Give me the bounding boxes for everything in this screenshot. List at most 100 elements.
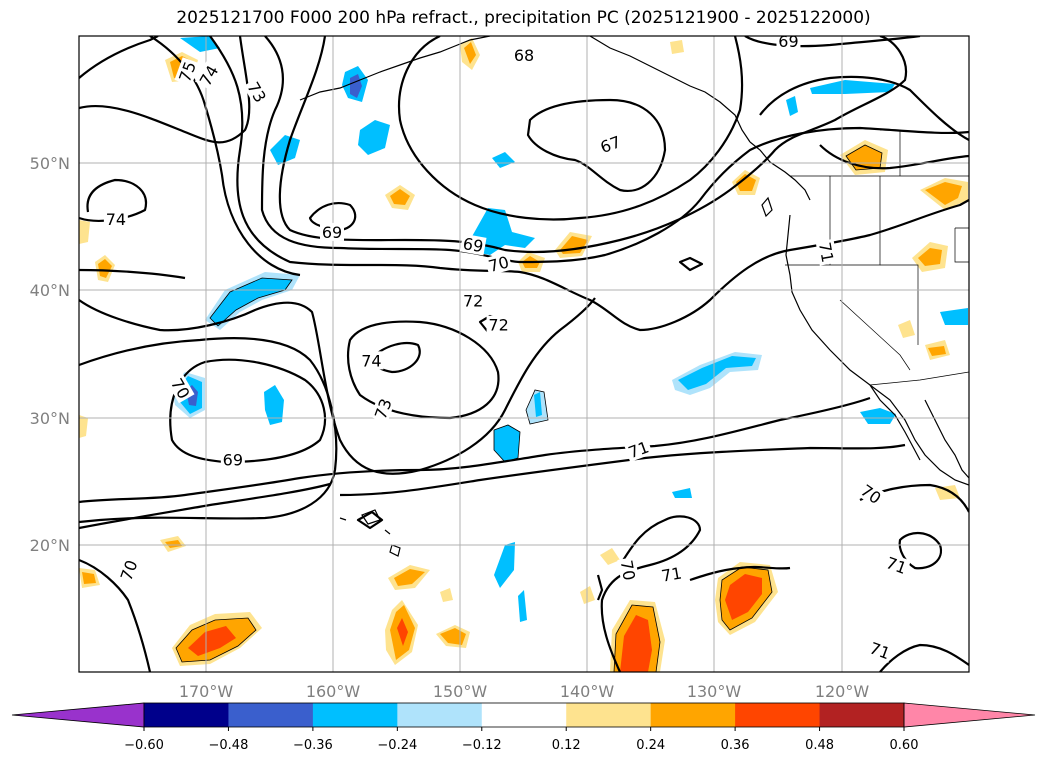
contour-label: 70 xyxy=(486,252,511,276)
contour-label-background xyxy=(370,394,396,424)
colorbar-segment xyxy=(481,703,567,727)
precip-region xyxy=(440,588,453,602)
map-frame xyxy=(78,35,970,673)
lat-tick-label: 40°N xyxy=(30,281,70,300)
chart-title: 2025121700 F000 200 hPa refract., precip… xyxy=(176,8,871,28)
precip-region xyxy=(494,542,515,588)
colorbar-tick-label: −0.36 xyxy=(293,738,333,753)
contour-line xyxy=(339,443,906,497)
vancouver-island xyxy=(761,196,773,218)
contour-line xyxy=(356,510,384,530)
precip-region xyxy=(188,626,236,656)
colorbar-tick-label: 0.36 xyxy=(721,738,750,753)
colorbar-tick-label: −0.48 xyxy=(209,738,249,753)
contour-line xyxy=(819,144,969,170)
precip-region xyxy=(918,248,942,266)
precip-region xyxy=(898,320,915,338)
contour-label-background xyxy=(459,233,487,256)
precip-region xyxy=(810,80,895,94)
colorbar-ticks: −0.60 −0.48 −0.36 −0.24 −0.12 0.12 0.24 0.36 0.4… xyxy=(124,727,918,753)
contour-line xyxy=(898,532,943,570)
border-state xyxy=(954,227,969,263)
contour-line xyxy=(79,268,186,280)
lat-tick-label: 20°N xyxy=(30,536,70,555)
contour-line xyxy=(398,36,744,221)
precip-region xyxy=(928,346,946,356)
contour-label: 69 xyxy=(778,32,798,51)
contour-line xyxy=(278,36,908,254)
contour-line xyxy=(526,98,667,193)
border-us-mexico xyxy=(869,371,969,386)
border-state xyxy=(880,129,901,176)
contour-label-background xyxy=(624,436,653,462)
precip-region xyxy=(940,308,968,325)
contour-line xyxy=(260,36,969,264)
colorbar-segment xyxy=(228,703,314,727)
precip-outline xyxy=(525,389,549,425)
contour-label-background xyxy=(166,373,195,404)
precip-outlines xyxy=(175,144,883,672)
latitude-labels: 50°N 40°N 30°N 20°N xyxy=(30,154,70,555)
contour-label-background xyxy=(856,479,887,509)
precip-outline xyxy=(175,617,257,663)
colorbar-tick-label: −0.12 xyxy=(462,738,502,753)
contour-line xyxy=(346,320,500,420)
precip-region xyxy=(180,36,220,52)
precip-region xyxy=(98,259,112,278)
colorbar-segments xyxy=(144,703,905,727)
longitude-labels: 170°W 160°W 150°W 140°W 130°W 120°W xyxy=(179,682,870,701)
precip-region xyxy=(620,615,652,672)
precip-region xyxy=(725,574,762,620)
coastline-bc xyxy=(749,141,811,201)
precip-region xyxy=(518,590,527,622)
contour-line xyxy=(600,515,702,672)
colorbar-tick-label: 0.60 xyxy=(890,738,919,753)
colorbar-tick-label: 0.24 xyxy=(636,738,665,753)
contour-line xyxy=(79,396,871,504)
contour-label-background xyxy=(865,637,895,663)
gridlines xyxy=(79,36,969,672)
precip-region xyxy=(600,548,620,565)
colorbar-tick-label: −0.24 xyxy=(377,738,417,753)
contour-label-background xyxy=(174,57,200,86)
contour-line xyxy=(79,297,596,475)
colorbar-segment xyxy=(312,703,398,727)
contour-label-background xyxy=(596,131,625,157)
precip-region xyxy=(79,220,90,244)
lon-tick-label: 120°W xyxy=(815,682,870,701)
contour-label-background xyxy=(194,60,223,91)
precip-region xyxy=(264,385,284,425)
contour-label-background xyxy=(776,36,801,51)
contour-label: 69 xyxy=(461,234,484,256)
contour-label: 69 xyxy=(223,451,243,470)
contour-label: 74 xyxy=(196,62,223,89)
contour-line xyxy=(79,482,331,530)
colorbar-segment xyxy=(566,703,652,727)
lon-tick-label: 130°W xyxy=(687,682,742,701)
contour-label-background xyxy=(484,251,513,276)
contour-line xyxy=(744,36,921,48)
contour-line xyxy=(759,75,969,141)
precip-region xyxy=(394,569,425,586)
colorbar-segment xyxy=(397,703,483,727)
contour-label: 69 xyxy=(322,223,342,242)
contour-line xyxy=(678,256,704,272)
contour-label: 70 xyxy=(857,481,885,508)
contour-label-background xyxy=(243,77,271,107)
colorbar-tick-label: 0.12 xyxy=(552,738,581,753)
precip-region xyxy=(670,40,684,54)
contour-label: 70 xyxy=(617,559,639,582)
colorbar-segment xyxy=(144,703,229,727)
contour-label: 71 xyxy=(660,563,683,585)
colorbar-segment xyxy=(735,703,821,727)
colorbar-tick-label: −0.60 xyxy=(124,738,164,753)
precip-region xyxy=(358,120,390,155)
contour-line xyxy=(596,574,604,601)
precip-outline xyxy=(845,144,883,171)
lon-tick-label: 140°W xyxy=(560,682,615,701)
contour-label: 71 xyxy=(815,241,837,264)
colorbar-tick-label: 0.48 xyxy=(805,738,834,753)
contour-label: 72 xyxy=(488,316,508,335)
